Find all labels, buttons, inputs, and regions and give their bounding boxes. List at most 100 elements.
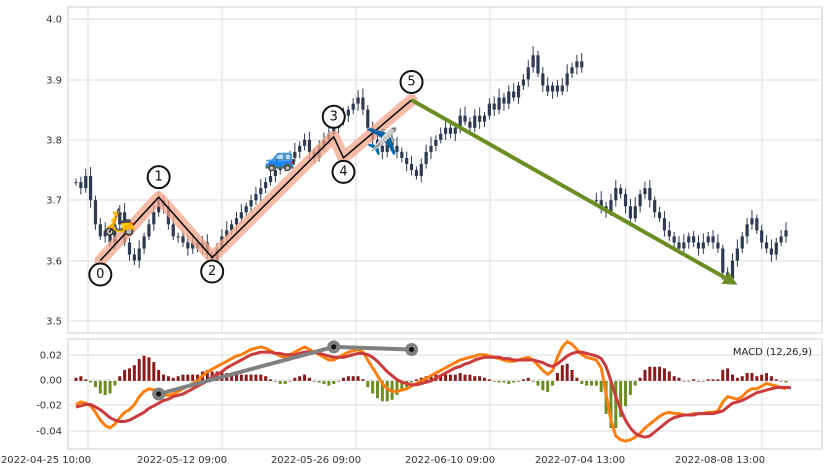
candle-body (546, 85, 550, 92)
x-axis: 2022-04-25 10:00 2022-05-12 09:00 2022-05-… (1, 455, 765, 466)
candle-body (103, 230, 107, 237)
macd-histogram-bar (346, 376, 350, 381)
candle-body (259, 188, 263, 195)
candle-body (463, 115, 467, 122)
macd-histogram-bar (142, 355, 146, 381)
candle-body (127, 242, 132, 255)
macd-histogram-bar (361, 379, 365, 381)
macd-histogram-bar (769, 376, 773, 381)
candle-body (346, 109, 350, 116)
candle-body (132, 254, 136, 261)
macd-histogram-bar (701, 380, 705, 382)
macd-histogram-bar (687, 380, 691, 382)
macd-histogram-bar (269, 379, 273, 381)
candle-body (623, 194, 628, 207)
candle-body (633, 206, 637, 219)
candle-body (619, 188, 623, 195)
macd-histogram-bar (716, 379, 720, 381)
macd-histogram-bar (439, 374, 443, 381)
macd-histogram-bar (157, 369, 161, 381)
price-y-tick-label: 4.0 (46, 15, 62, 26)
divergence-point-core (409, 346, 415, 352)
macd-histogram-bar (444, 374, 448, 381)
candle-body (653, 200, 657, 213)
macd-histogram-bar (93, 380, 97, 388)
macd-histogram-bar (662, 368, 666, 381)
macd-histogram-bar (181, 374, 185, 381)
macd-histogram-bar (565, 363, 569, 381)
macd-histogram-bar (429, 374, 433, 381)
candle-body (682, 242, 686, 249)
pivot-marker (88, 262, 113, 287)
macd-histogram-bar (234, 373, 238, 381)
macd-y-tick-label: -0.02 (36, 401, 62, 412)
macd-panel: 0.02 0.00 -0.02 -0.04 MACD (12,26,9) (36, 338, 823, 450)
candle-body (264, 182, 268, 189)
candle-body (565, 73, 569, 86)
candle-body (254, 194, 258, 201)
macd-histogram-bar (765, 373, 769, 381)
candle-body (142, 236, 146, 249)
macd-histogram-bar (84, 379, 88, 381)
macd-histogram-bar (643, 369, 647, 381)
pivot-label: 1 (155, 170, 163, 185)
macd-histogram-bar (507, 380, 511, 385)
candle-body (745, 224, 749, 237)
macd-histogram-bar (497, 380, 501, 383)
macd-histogram-bar (682, 380, 686, 382)
macd-histogram-bar (555, 373, 559, 381)
macd-histogram-bar (332, 380, 336, 385)
candle-body (361, 97, 365, 110)
pivot-marker (146, 165, 171, 190)
candle-body (550, 85, 555, 92)
candle-body (502, 97, 506, 104)
macd-histogram-bar (410, 380, 414, 383)
pivot-marker (200, 259, 225, 284)
candle-body (764, 242, 769, 249)
macd-histogram-bar (599, 380, 603, 392)
candle-body (84, 176, 88, 189)
macd-histogram-bar (478, 376, 482, 381)
candle-body (249, 200, 253, 207)
candle-body (108, 230, 112, 243)
candle-body (740, 236, 744, 249)
candle-body (424, 151, 428, 164)
candle-body (628, 206, 632, 219)
macd-histogram-bar (745, 373, 749, 381)
macd-y-tick-label: 0.00 (40, 376, 62, 387)
macd-histogram-bar (589, 380, 593, 386)
candle-body (458, 115, 462, 128)
candle-body (701, 242, 705, 249)
candle-body (599, 200, 603, 207)
macd-histogram-bar (230, 373, 234, 381)
macd-histogram-bar (132, 365, 136, 381)
macd-histogram-bar (327, 380, 331, 386)
macd-histogram-bar (98, 380, 102, 394)
candle-body (137, 248, 141, 261)
pivot-label: 3 (330, 109, 338, 124)
macd-histogram-bar (74, 377, 78, 381)
macd-histogram-bar (784, 380, 788, 383)
macd-histogram-bar (303, 374, 307, 381)
macd-histogram-bar (580, 380, 584, 385)
candle-body (497, 97, 501, 110)
candle-body (478, 115, 482, 122)
candle-body (351, 103, 355, 110)
candle-body (784, 230, 788, 237)
macd-histogram-bar (215, 371, 219, 381)
candle-body (487, 103, 491, 116)
macd-histogram-bar (512, 380, 516, 383)
x-tick-label: 2022-07-04 13:00 (535, 455, 625, 466)
candle-body (594, 200, 598, 202)
macd-histogram-bar (653, 366, 657, 381)
macd-histogram-bar (536, 380, 540, 386)
candle-body (443, 127, 448, 134)
candle-body (555, 85, 560, 92)
macd-y-tick-label: 0.02 (40, 351, 62, 362)
macd-histogram-bar (127, 368, 131, 381)
macd-histogram-bar (254, 374, 258, 381)
price-panel: 4.0 3.9 3.8 3.7 3.6 3.5 0 1 2 3 4 5 🛵 🚙 ✈️ (46, 6, 823, 334)
candle-body (405, 157, 409, 164)
macd-histogram-bar (366, 380, 370, 388)
price-y-tick-label: 3.5 (46, 317, 62, 328)
